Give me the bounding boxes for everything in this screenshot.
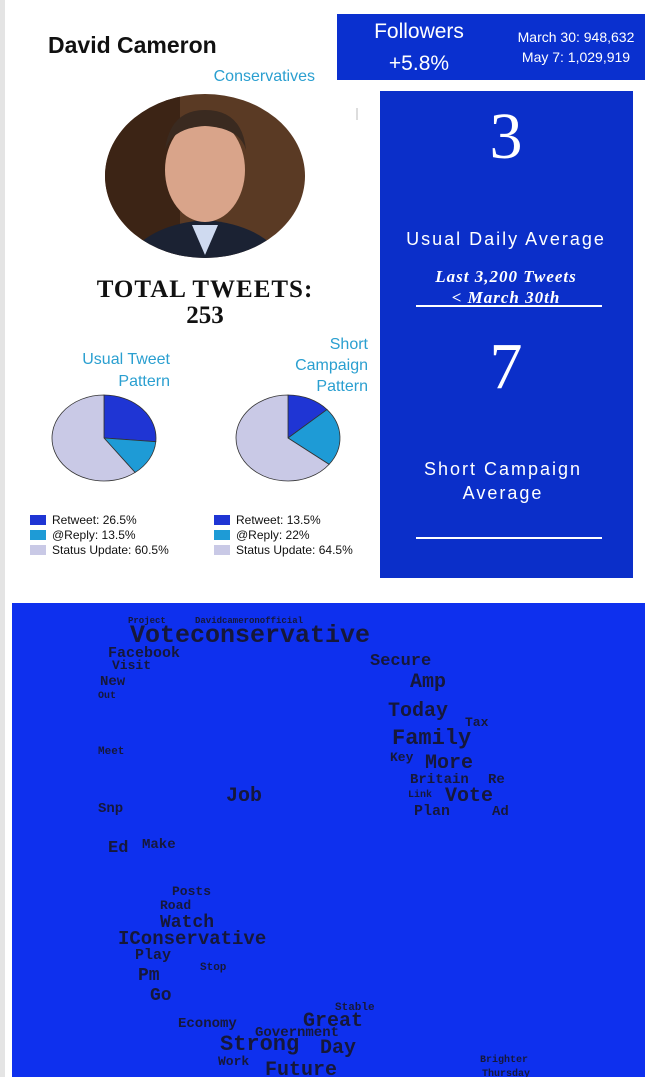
cloud-word: Ed: [108, 839, 128, 858]
total-value: 253: [186, 302, 224, 329]
usual-value: 3: [490, 100, 523, 173]
cloud-word: Play: [135, 947, 171, 964]
pie-slice: [287, 409, 341, 465]
total-label: TOTAL TWEETS:: [97, 276, 314, 303]
cloud-word: Work: [218, 1054, 249, 1069]
note-line: Last 3,200 Tweets: [434, 267, 577, 286]
cloud-word: Snp: [98, 801, 123, 817]
cloud-word: Plan: [414, 803, 450, 820]
stats-panel: [380, 91, 633, 578]
party: Conservatives: [214, 68, 315, 85]
cloud-word: Thursday: [482, 1068, 530, 1077]
cloud-word: Link: [408, 789, 432, 801]
legend-label: Retweet: 26.5%: [52, 513, 137, 527]
pie-slice: [103, 394, 157, 443]
cloud-word: Project: [128, 616, 166, 626]
cloud-word: Posts: [172, 884, 211, 899]
legend-swatch: [214, 530, 230, 540]
word-cloud-bg: [12, 603, 645, 1077]
cloud-word: Ad: [492, 804, 509, 820]
cloud-word: Great: [303, 1010, 363, 1033]
cloud-word: Visit: [112, 658, 151, 673]
cloud-word: New: [100, 674, 126, 690]
cloud-word: More: [425, 752, 473, 775]
word-cloud: Project DavidcameronofficialVoteconservat…: [98, 616, 530, 1077]
pie-title: Campaign: [295, 357, 368, 374]
cloud-word: Meet: [98, 746, 124, 758]
cloud-word: Road: [160, 898, 191, 913]
pie-slice: [235, 394, 330, 482]
cloud-word: Secure: [370, 652, 431, 671]
cloud-word: Re: [488, 772, 505, 788]
legend-swatch: [30, 545, 46, 555]
cloud-word: Amp: [410, 671, 446, 694]
cloud-word: Go: [150, 986, 172, 1006]
followers-title: Followers: [374, 20, 464, 43]
cloud-word: Job: [226, 785, 262, 808]
followers-may: May 7: 1,029,919: [522, 49, 630, 65]
followers-change: +5.8%: [389, 52, 449, 75]
cloud-word: Future: [265, 1059, 337, 1077]
note-line: < March 30th: [452, 288, 561, 307]
cloud-word: IConservative: [118, 928, 266, 950]
short-value: 7: [490, 330, 523, 403]
cloud-word: Day: [320, 1037, 356, 1060]
legend-label: Status Update: 64.5%: [236, 543, 353, 557]
short-label: Average: [463, 483, 544, 503]
legend-swatch: [214, 515, 230, 525]
short-label: Short Campaign: [424, 459, 582, 479]
cloud-word: Key: [390, 750, 414, 765]
pie-title: Short: [330, 336, 369, 353]
cloud-word: Out: [98, 691, 116, 702]
cloud-word: Britain: [410, 772, 469, 788]
cloud-word: Economy: [178, 1016, 237, 1032]
usual-label: Usual Daily Average: [406, 229, 606, 249]
cloud-word: Family: [392, 726, 471, 751]
legend-swatch: [30, 515, 46, 525]
cloud-word: Davidcameronofficial: [195, 616, 304, 626]
cloud-word: Government: [255, 1025, 339, 1041]
cloud-word: Strong: [220, 1032, 299, 1057]
pie-title: Pattern: [316, 378, 368, 395]
cloud-word: Watch: [160, 913, 214, 933]
pie-title: Pattern: [118, 373, 170, 390]
cloud-word: Stop: [200, 962, 227, 974]
cloud-word: Voteconservative: [130, 621, 370, 650]
cloud-word: Stable: [335, 1002, 375, 1014]
legend-label: @Reply: 13.5%: [52, 528, 136, 542]
legend-swatch: [30, 530, 46, 540]
cloud-word: Vote: [445, 785, 493, 808]
cloud-word: Tax: [465, 715, 489, 730]
legend-label: @Reply: 22%: [236, 528, 310, 542]
pie-slice: [51, 394, 136, 482]
cloud-word: Facebook: [108, 645, 180, 662]
cloud-word: Make: [142, 837, 176, 853]
legend-swatch: [214, 545, 230, 555]
pie-title: Usual Tweet: [82, 351, 170, 368]
followers-box: [337, 14, 645, 80]
followers-march: March 30: 948,632: [518, 29, 635, 45]
cloud-word: Brighter: [480, 1054, 528, 1066]
edge: [0, 0, 5, 1077]
name: David Cameron: [48, 32, 217, 58]
cloud-word: Pm: [138, 966, 160, 986]
cloud-word: Today: [388, 700, 448, 723]
legend-label: Status Update: 60.5%: [52, 543, 169, 557]
legend-label: Retweet: 13.5%: [236, 513, 321, 527]
